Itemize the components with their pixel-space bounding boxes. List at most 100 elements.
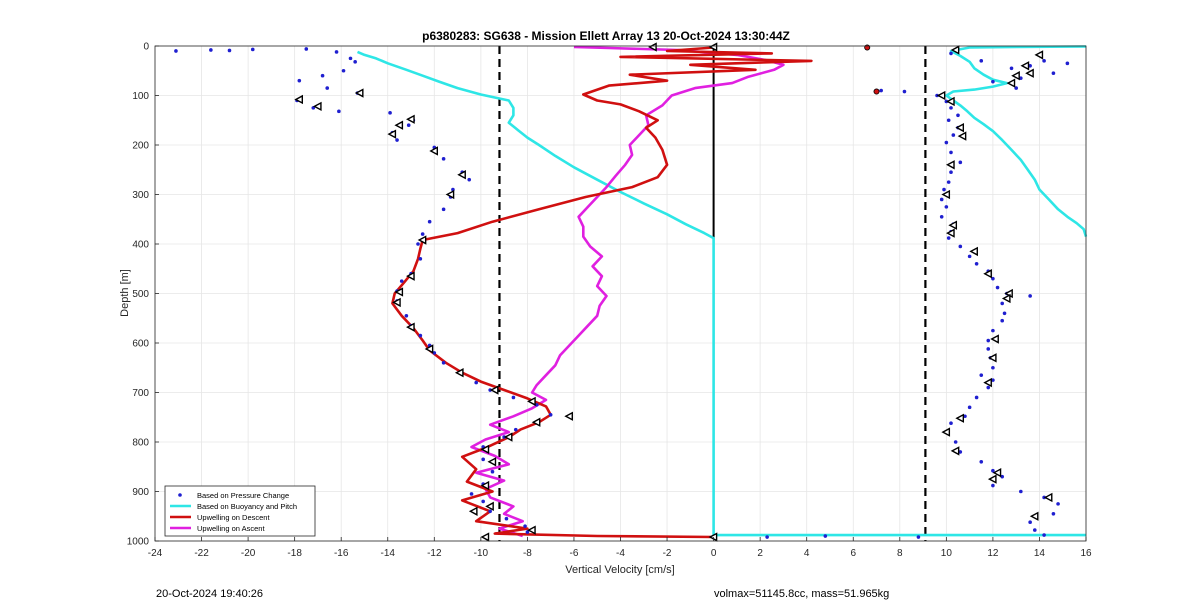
triangle-marker xyxy=(983,269,992,279)
triangle-marker xyxy=(1025,68,1034,78)
pressure-change-point xyxy=(469,492,474,496)
x-tick-label: -20 xyxy=(241,548,256,559)
pressure-change-point xyxy=(991,79,995,84)
y-tick-label: 800 xyxy=(132,438,149,449)
triangle-marker xyxy=(312,101,322,112)
triangle-marker xyxy=(936,90,946,101)
triangle-marker xyxy=(294,94,304,105)
pressure-change-point xyxy=(944,140,949,145)
x-tick-label: -8 xyxy=(523,548,532,559)
pressure-change-point xyxy=(974,395,979,400)
pressure-change-point xyxy=(986,347,991,351)
triangle-marker xyxy=(990,334,999,344)
x-tick-label: -6 xyxy=(569,548,578,559)
pressure-change-point xyxy=(337,109,341,114)
x-tick-label: 6 xyxy=(850,548,856,559)
x-tick-labels: -24 -22 -20 -18 -16 -14 -12 -10 -8 -6 -4 -2 0 2 4 6 8 10 1… xyxy=(148,537,1092,559)
pressure-change-point xyxy=(979,373,984,377)
x-tick-label: -16 xyxy=(334,548,349,559)
triangle-marker xyxy=(941,189,951,200)
pressure-change-point xyxy=(949,421,953,425)
triangle-marker xyxy=(992,468,1002,478)
legend-label: Based on Buoyancy and Pitch xyxy=(197,502,297,511)
pressure-change-point xyxy=(1042,533,1046,537)
pressure-change-point xyxy=(304,47,309,51)
pressure-change-point xyxy=(958,450,963,454)
triangle-marker xyxy=(480,480,490,491)
triangle-marker xyxy=(1043,492,1053,503)
pressure-change-point xyxy=(441,207,446,212)
pressure-change-point xyxy=(488,509,492,514)
triangle-marker xyxy=(1029,511,1039,521)
pressure-change-point xyxy=(418,257,423,261)
pressure-change-point xyxy=(944,205,949,209)
x-tick-label: -14 xyxy=(381,548,396,559)
surface-marker xyxy=(873,88,880,95)
pressure-change-point xyxy=(320,73,325,78)
pressure-change-point xyxy=(879,88,883,93)
reference-lines xyxy=(498,46,927,541)
triangle-marker xyxy=(708,42,718,52)
pressure-change-point xyxy=(946,180,951,184)
pressure-change-point xyxy=(949,170,953,175)
x-axis-label: Vertical Velocity [cm/s] xyxy=(565,564,674,576)
upwelling-on-ascent-line xyxy=(470,45,785,538)
y-tick-label: 600 xyxy=(132,339,149,350)
pressure-change-point xyxy=(986,338,991,343)
pressure-change-point xyxy=(534,403,539,407)
triangle-marker xyxy=(969,246,978,257)
pressure-change-point xyxy=(481,499,485,504)
x-tick-label: -24 xyxy=(148,548,163,559)
pressure-change-point xyxy=(504,516,509,521)
triangle-marker xyxy=(946,228,955,238)
pressure-change-point xyxy=(511,395,516,400)
triangle-marker xyxy=(503,432,513,442)
y-tick-label: 300 xyxy=(132,190,149,201)
triangle-marker xyxy=(527,525,536,535)
pressure-change-point xyxy=(250,47,255,52)
pressure-change-point xyxy=(1000,301,1005,306)
triangle-marker xyxy=(957,131,967,141)
pressure-change-point xyxy=(548,412,553,417)
series-layer xyxy=(174,45,1088,540)
pressure-change-point xyxy=(946,236,951,240)
triangle-marker xyxy=(392,297,401,308)
triangle-marker xyxy=(564,411,573,421)
x-tick-label: 14 xyxy=(1034,548,1046,559)
pressure-change-point xyxy=(1028,520,1032,524)
triangle-marker xyxy=(648,42,657,52)
pressure-change-point xyxy=(525,530,530,534)
pressure-change-point xyxy=(823,534,828,538)
legend-label: Upwelling on Ascent xyxy=(197,524,265,533)
y-tick-label: 500 xyxy=(132,289,149,300)
pressure-change-point xyxy=(939,214,944,219)
pressure-change-point xyxy=(467,177,472,182)
pressure-change-point xyxy=(1065,61,1070,66)
pressure-change-point xyxy=(404,313,409,318)
pressure-change-point xyxy=(474,380,478,385)
pressure-change-point xyxy=(949,150,953,155)
triangle-marker xyxy=(955,123,965,133)
y-tick-label: 700 xyxy=(132,388,149,399)
pressure-change-point xyxy=(418,333,423,338)
pressure-change-point xyxy=(348,56,353,61)
pressure-change-point xyxy=(1009,66,1014,71)
triangle-marker xyxy=(480,444,490,455)
pressure-change-point xyxy=(209,48,213,52)
pressure-change-point xyxy=(1019,489,1023,494)
pressure-change-point xyxy=(341,68,346,73)
legend-label: Based on Pressure Change xyxy=(197,491,289,500)
triangle-marker xyxy=(1001,293,1011,304)
triangle-marker xyxy=(950,45,960,55)
x-tick-label: 10 xyxy=(941,548,953,559)
pressure-change-point xyxy=(416,242,420,246)
footer-timestamp: 20-Oct-2024 19:40:26 xyxy=(156,588,264,600)
x-tick-label: -18 xyxy=(287,548,302,559)
based-on-buoyancy-and-pitch-line xyxy=(356,50,1086,537)
x-tick-label: 16 xyxy=(1080,548,1092,559)
triangle-marker xyxy=(417,235,427,245)
triangle-marker xyxy=(406,271,415,281)
triangle-marker xyxy=(948,220,958,230)
pressure-change-point xyxy=(1002,311,1007,316)
triangle-marker xyxy=(394,287,404,297)
